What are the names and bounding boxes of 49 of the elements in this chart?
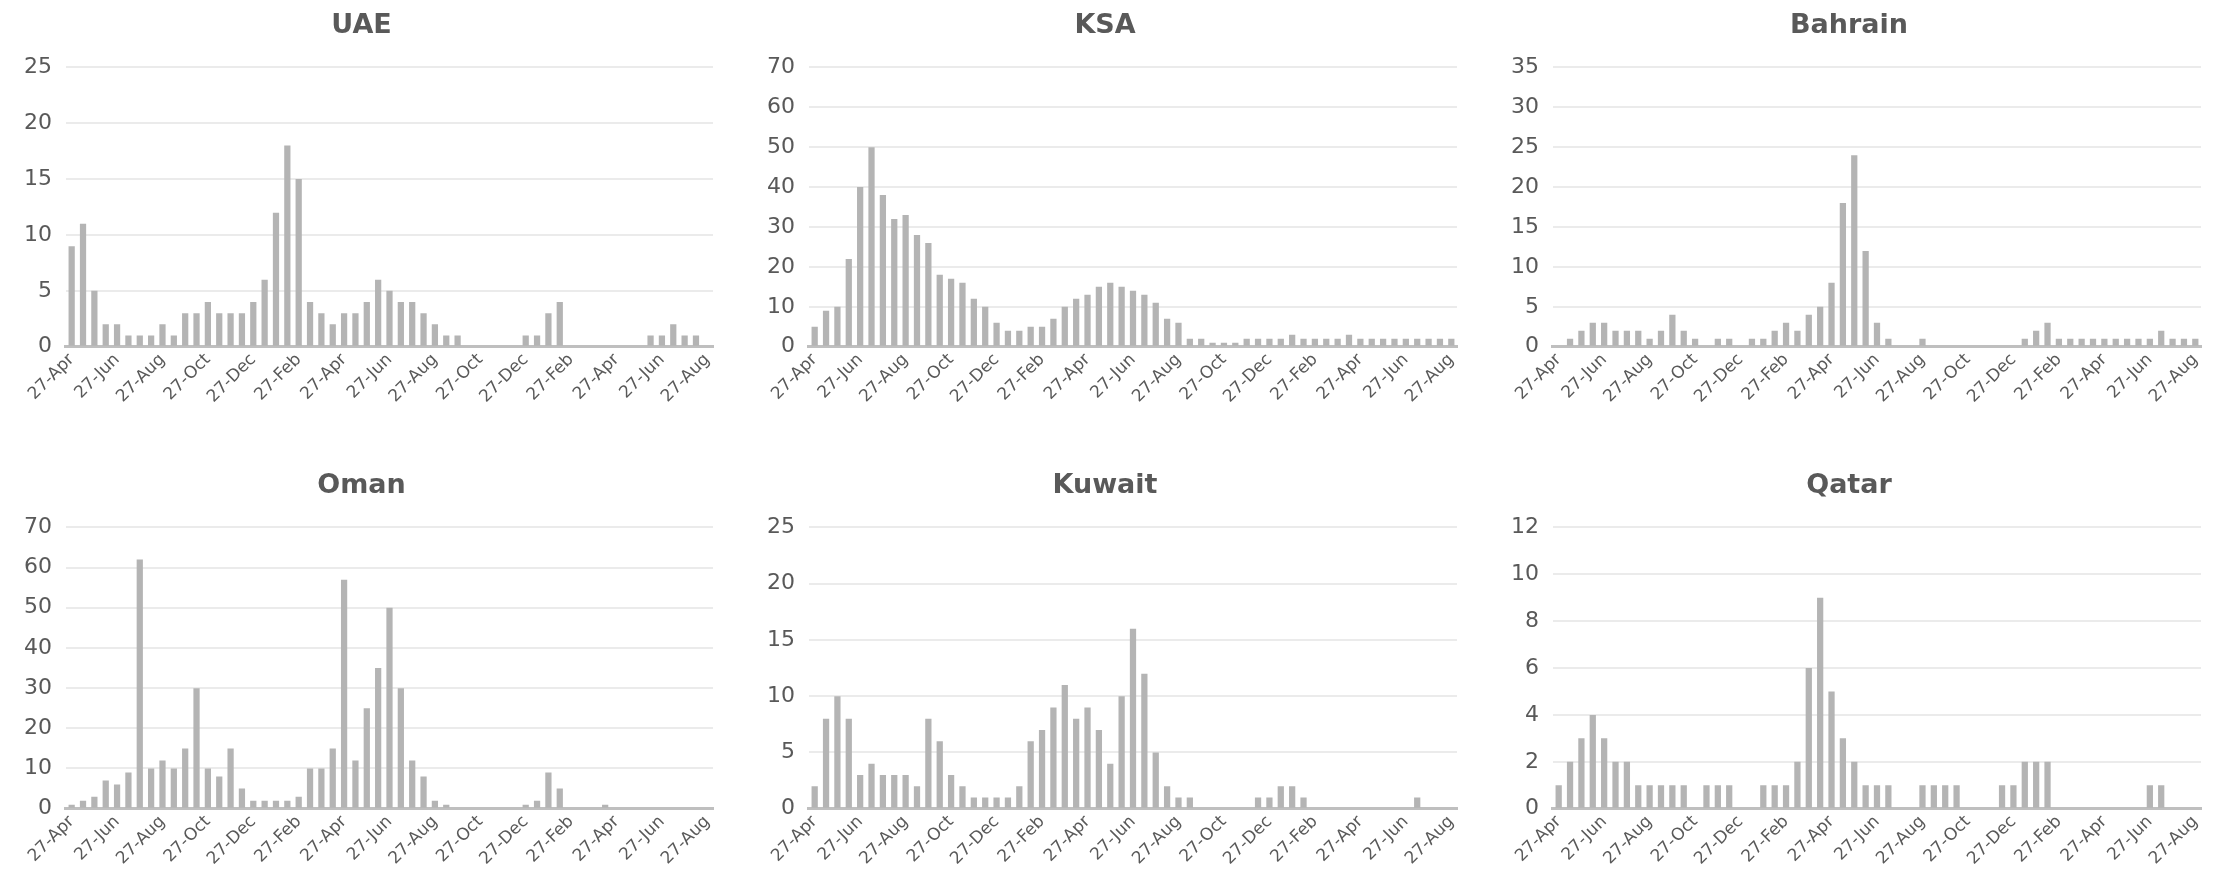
- y-tick-label: 60: [766, 93, 795, 119]
- y-tick-label: 0: [780, 332, 795, 358]
- y-tick-label: 12: [1510, 513, 1539, 539]
- y-tick-label: 30: [766, 212, 795, 238]
- y-tick-label: 6: [1524, 653, 1539, 679]
- y-tick-label: 25: [1510, 132, 1539, 158]
- y-tick-label: 0: [37, 332, 52, 358]
- y-tick-label: 50: [766, 132, 795, 158]
- y-tick-label: 10: [23, 220, 52, 246]
- y-tick-label: 5: [37, 276, 52, 302]
- y-tick-label: 4: [1524, 700, 1539, 726]
- y-tick-label: 70: [23, 513, 52, 539]
- y-tick-label: 40: [766, 172, 795, 198]
- y-tick-label: 35: [1510, 53, 1539, 79]
- y-tick-label: 20: [766, 569, 795, 595]
- y-tick-label: 25: [766, 513, 795, 539]
- y-tick-label: 5: [1524, 292, 1539, 318]
- y-tick-label: 40: [23, 633, 52, 659]
- y-tick-label: 0: [1524, 332, 1539, 358]
- chart-title: Qatar: [1806, 468, 1893, 500]
- y-tick-label: 30: [23, 673, 52, 699]
- chart-title: Bahrain: [1789, 8, 1909, 40]
- y-tick-label: 0: [1524, 794, 1539, 820]
- y-tick-label: 8: [1524, 606, 1539, 632]
- y-tick-label: 15: [766, 625, 795, 651]
- y-tick-label: 20: [766, 252, 795, 278]
- y-tick-label: 60: [23, 553, 52, 579]
- y-tick-label: 10: [766, 681, 795, 707]
- y-tick-label: 30: [1510, 93, 1539, 119]
- chart-title: KSA: [1074, 8, 1136, 40]
- y-tick-label: 20: [23, 714, 52, 740]
- y-tick-label: 10: [1510, 560, 1539, 585]
- y-tick-label: 20: [23, 108, 52, 134]
- chart-title: Oman: [317, 468, 406, 500]
- y-tick-label: 70: [766, 53, 795, 79]
- y-tick-label: 10: [1510, 252, 1539, 278]
- y-tick-label: 20: [1510, 172, 1539, 198]
- chart-title: Kuwait: [1052, 468, 1158, 500]
- y-tick-label: 15: [1510, 212, 1539, 238]
- y-tick-label: 0: [780, 794, 795, 820]
- y-tick-label: 5: [780, 738, 795, 764]
- y-tick-label: 10: [766, 292, 795, 318]
- y-tick-label: 15: [23, 164, 52, 190]
- y-tick-label: 25: [23, 53, 52, 79]
- y-tick-label: 2: [1524, 747, 1539, 773]
- chart-title: UAE: [331, 8, 392, 40]
- y-tick-label: 0: [37, 794, 52, 820]
- y-tick-label: 10: [23, 754, 52, 780]
- y-tick-label: 50: [23, 593, 52, 619]
